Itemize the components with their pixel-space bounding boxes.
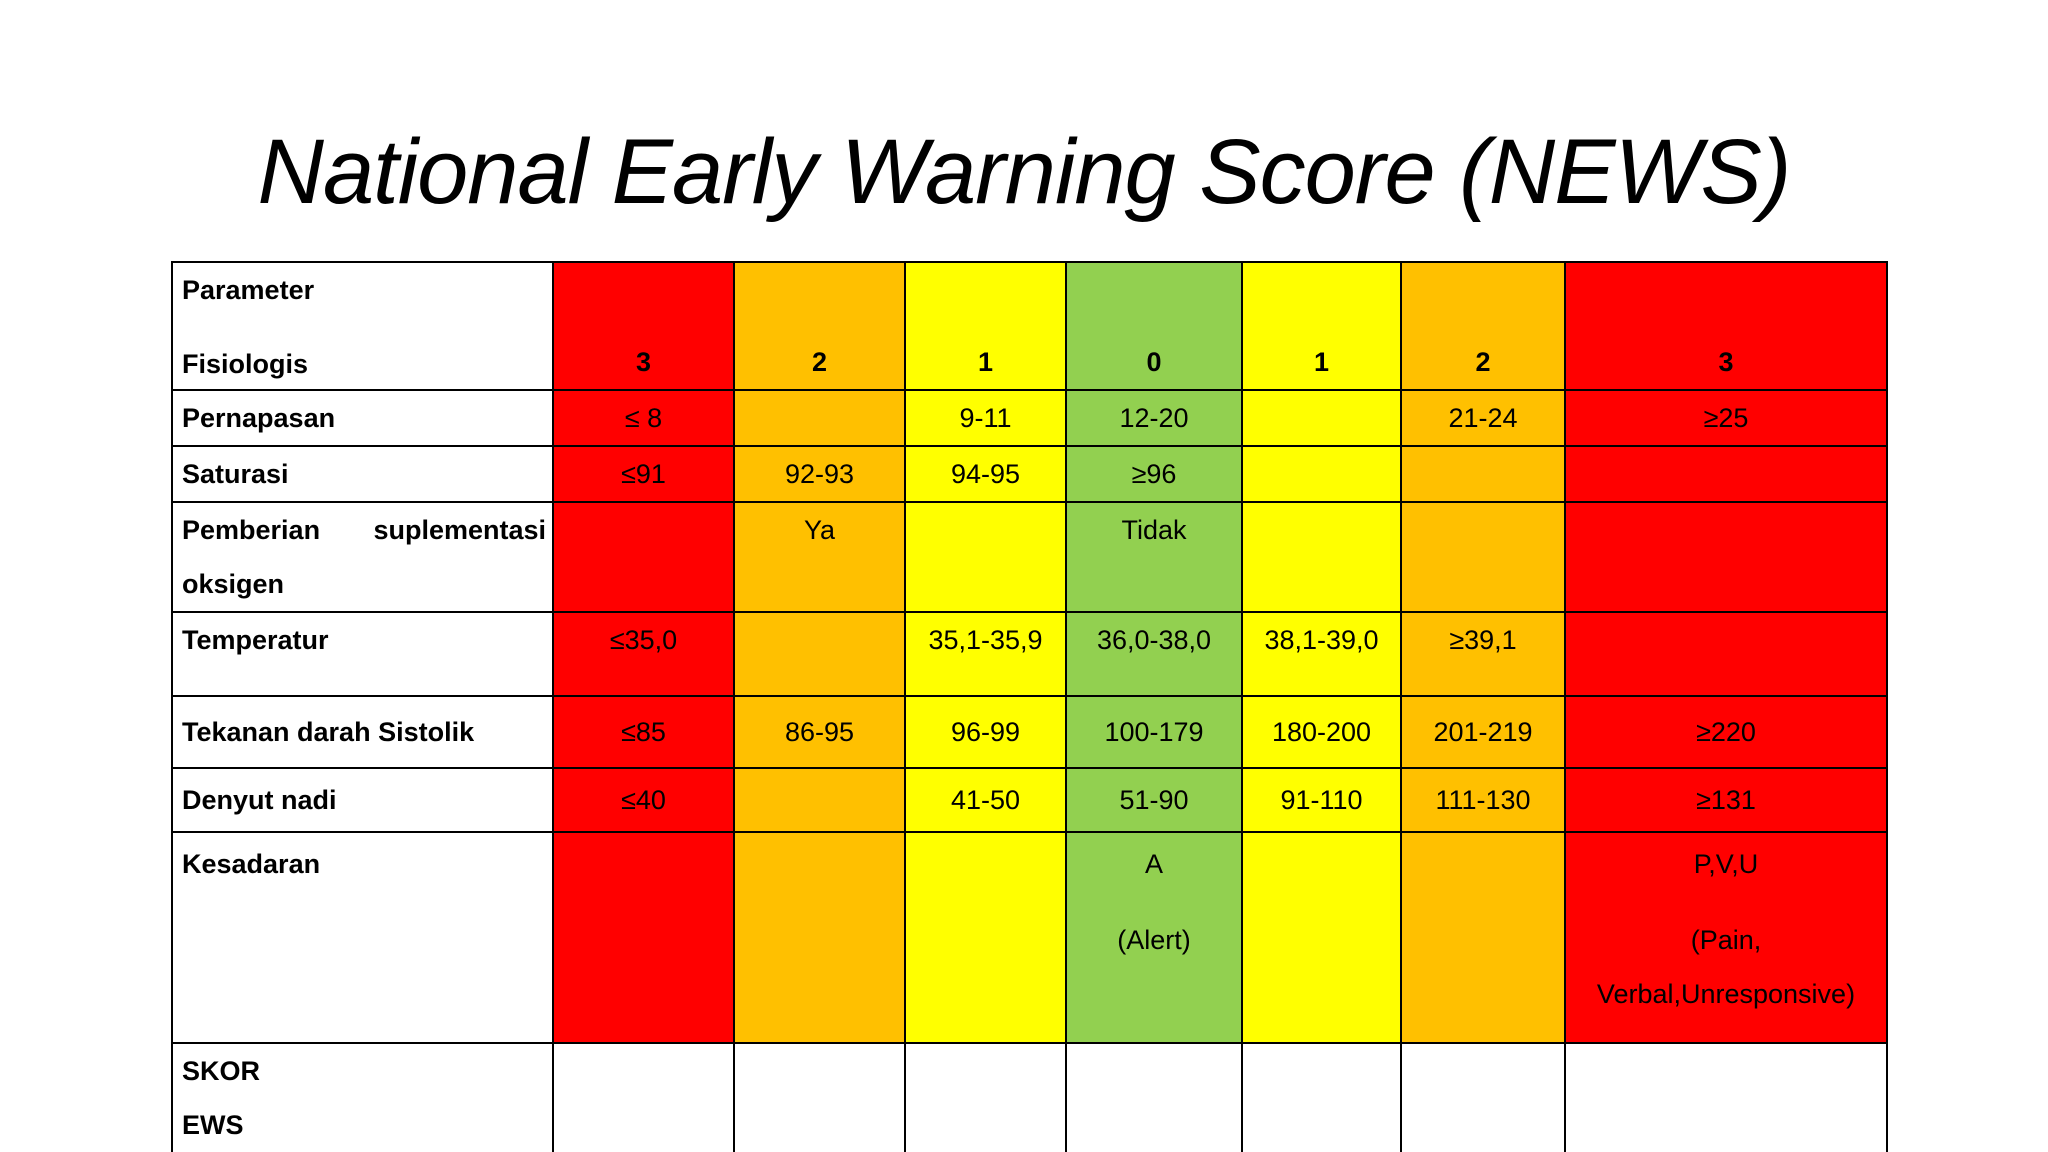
cell-line: Verbal,Unresponsive) — [1596, 979, 1856, 1009]
table-cell — [1241, 445, 1402, 503]
table-cell — [1400, 445, 1566, 503]
table-cell — [1241, 831, 1402, 1044]
table-cell: ≥220 — [1564, 695, 1888, 769]
table-cell — [552, 501, 735, 613]
table-cell: A (Alert) — [1065, 831, 1243, 1044]
row-label: Pernapasan — [171, 389, 554, 447]
table-row: Temperatur ≤35,0 35,1-35,9 36,0-38,0 38,… — [171, 611, 1888, 697]
cell-line: A — [1144, 849, 1163, 879]
table-cell: 92-93 — [733, 445, 906, 503]
table-cell — [733, 831, 906, 1044]
table-cell: ≥25 — [1564, 389, 1888, 447]
table-row: Pemberian suplementasi oksigen Ya Tidak — [171, 501, 1888, 613]
score-header: 2 — [733, 261, 906, 391]
cell-line: (Alert) — [1117, 925, 1191, 955]
score-input-cell[interactable] — [1065, 1042, 1243, 1152]
row-label: Kesadaran — [171, 831, 554, 1044]
score-input-cell[interactable] — [1400, 1042, 1566, 1152]
table-cell — [1564, 445, 1888, 503]
table-cell: ≤85 — [552, 695, 735, 769]
score-input-cell[interactable] — [1564, 1042, 1888, 1152]
header-param-line1: Parameter — [182, 275, 315, 305]
score-header: 1 — [1241, 261, 1402, 391]
table-row: Denyut nadi ≤40 41-50 51-90 91-110 111-1… — [171, 767, 1888, 833]
table-cell — [733, 767, 906, 833]
row-label: Tekanan darah Sistolik — [171, 695, 554, 769]
score-header: 3 — [552, 261, 735, 391]
table-cell: 21-24 — [1400, 389, 1566, 447]
footer-label-line1: SKOR — [182, 1056, 261, 1086]
row-label: Temperatur — [171, 611, 554, 697]
footer-row: SKOR EWS — [171, 1042, 1888, 1152]
table-cell: 91-110 — [1241, 767, 1402, 833]
table-row: Saturasi ≤91 92-93 94-95 ≥96 — [171, 445, 1888, 503]
table-row: Tekanan darah Sistolik ≤85 86-95 96-99 1… — [171, 695, 1888, 769]
page-title: National Early Warning Score (NEWS) — [257, 121, 1792, 223]
row-label-line2: oksigen — [182, 569, 285, 599]
table-cell: ≥96 — [1065, 445, 1243, 503]
table-cell — [733, 389, 906, 447]
score-input-cell[interactable] — [733, 1042, 906, 1152]
score-header: 0 — [1065, 261, 1243, 391]
table-cell: 96-99 — [904, 695, 1067, 769]
table-cell: 100-179 — [1065, 695, 1243, 769]
score-input-cell[interactable] — [1241, 1042, 1402, 1152]
row-label: Pemberian suplementasi oksigen — [171, 501, 554, 613]
table-cell: 35,1-35,9 — [904, 611, 1067, 697]
table-cell: 36,0-38,0 — [1065, 611, 1243, 697]
table-cell — [1564, 501, 1888, 613]
table-cell: Ya — [733, 501, 906, 613]
table-cell: Tidak — [1065, 501, 1243, 613]
score-header: 2 — [1400, 261, 1566, 391]
table-cell: P,V,U (Pain, Verbal,Unresponsive) — [1564, 831, 1888, 1044]
row-label: Saturasi — [171, 445, 554, 503]
row-label-word: suplementasi — [373, 515, 546, 545]
row-label-word: Pemberian — [182, 515, 321, 545]
table-cell: 111-130 — [1400, 767, 1566, 833]
table-cell: ≤ 8 — [552, 389, 735, 447]
table-cell: 38,1-39,0 — [1241, 611, 1402, 697]
news-table: Parameter Fisiologis 3 2 1 0 1 2 3 Perna… — [171, 261, 1888, 1152]
table-cell: ≤40 — [552, 767, 735, 833]
table-cell — [1564, 611, 1888, 697]
table-cell: ≥39,1 — [1400, 611, 1566, 697]
table-cell: ≥131 — [1564, 767, 1888, 833]
table-cell: 94-95 — [904, 445, 1067, 503]
header-param-line2: Fisiologis — [182, 349, 309, 379]
table-cell — [904, 501, 1067, 613]
table-cell — [1241, 501, 1402, 613]
table-cell — [1400, 501, 1566, 613]
table-cell: 41-50 — [904, 767, 1067, 833]
table-row: Kesadaran A (Alert) P,V,U (Pain, Verbal,… — [171, 831, 1888, 1044]
footer-label: SKOR EWS — [171, 1042, 554, 1152]
table-row: Pernapasan ≤ 8 9-11 12-20 21-24 ≥25 — [171, 389, 1888, 447]
table-cell: 180-200 — [1241, 695, 1402, 769]
footer-label-line2: EWS — [182, 1110, 244, 1140]
cell-line: P,V,U — [1693, 849, 1759, 879]
table-cell: 9-11 — [904, 389, 1067, 447]
header-param-cell: Parameter Fisiologis — [171, 261, 554, 391]
table-cell: 51-90 — [1065, 767, 1243, 833]
table-cell — [1400, 831, 1566, 1044]
row-label: Denyut nadi — [171, 767, 554, 833]
table-cell: 201-219 — [1400, 695, 1566, 769]
row-label-line1: Pemberian suplementasi — [182, 503, 546, 557]
table-cell: 12-20 — [1065, 389, 1243, 447]
header-row: Parameter Fisiologis 3 2 1 0 1 2 3 — [171, 261, 1888, 391]
table-cell — [552, 831, 735, 1044]
cell-line: (Pain, — [1690, 925, 1762, 955]
table-cell: ≤91 — [552, 445, 735, 503]
score-header: 3 — [1564, 261, 1888, 391]
score-input-cell[interactable] — [552, 1042, 735, 1152]
table-cell — [733, 611, 906, 697]
score-header: 1 — [904, 261, 1067, 391]
table-cell: 86-95 — [733, 695, 906, 769]
table-cell: ≤35,0 — [552, 611, 735, 697]
table-cell — [1241, 389, 1402, 447]
score-input-cell[interactable] — [904, 1042, 1067, 1152]
table-cell — [904, 831, 1067, 1044]
